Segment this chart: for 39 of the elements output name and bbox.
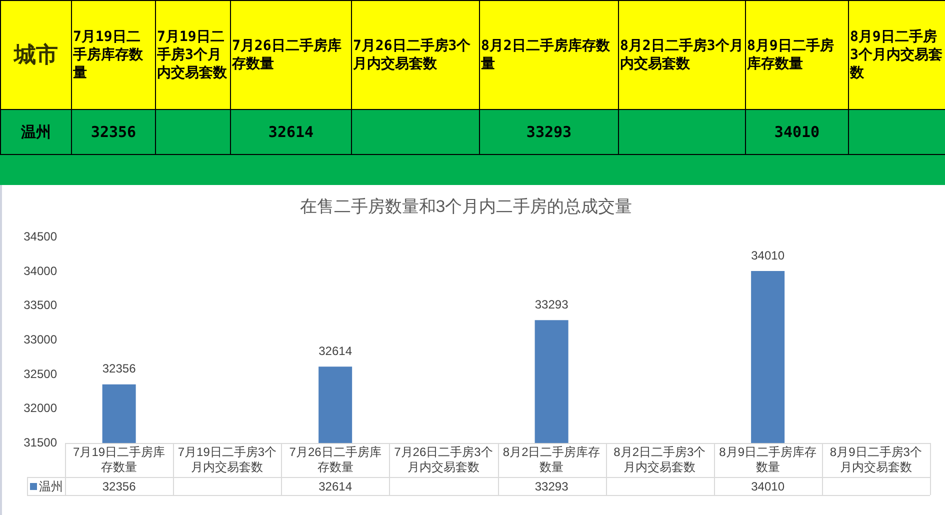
legend-label: 温州 [39,479,63,494]
category-label: 7月26日二手房库存数量 [230,0,352,110]
y-tick-label: 33500 [24,298,58,312]
x-tick-label: 8月2日二手房库存数量 [502,444,600,474]
x-tick-label: 7月26日二手房库存数量 [289,444,382,474]
annotation: 34010 [751,248,785,262]
series-label: 温州 [0,110,72,154]
y-tick-label: 34500 [24,230,58,244]
data-label: 32356 [72,110,156,154]
category-label: 8月2日二手房库存数量 [480,0,618,110]
category-label: 8月9日二手房3个月内交易套数 [848,0,945,110]
annotation: 32356 [102,362,136,376]
category-label: 8月2日二手房3个月内交易套数 [618,0,746,110]
data-label: 33293 [534,479,569,494]
x-tick-label: 8月9日二手房3个月内交易套数 [830,444,922,474]
data-label: 33293 [480,110,618,154]
x-tick-label: 8月9日二手房库存数量 [719,444,816,474]
legend-title: 城市 [0,0,72,110]
annotation: 33293 [534,297,569,312]
data-label: 32356 [102,479,136,494]
y-tick-label: 31500 [24,435,58,450]
category-label: 8月9日二手房库存数量 [746,0,848,110]
category-label: 7月26日二手房3个月内交易套数 [352,0,480,110]
data-label: 32614 [230,110,352,154]
y-tick-label: 34000 [24,264,58,278]
x-tick-label: 7月19日二手房3个月内交易套数 [178,444,277,474]
y-tick-label: 32000 [24,401,58,416]
x-tick-label: 8月2日二手房3个月内交易套数 [614,444,706,474]
x-tick-label: 7月19日二手房库存数量 [73,444,166,474]
y-tick-label: 32500 [24,366,58,381]
category-label: 7月19日二手房3个月内交易套数 [156,0,230,110]
chart-title: 在售二手房数量和3个月内二手房的总成交量 [300,196,632,216]
data-label: 32614 [318,479,352,494]
category-label: 7月19日二手房库存数量 [72,0,156,110]
y-tick-label: 33000 [24,332,58,347]
annotation: 32614 [318,344,352,358]
x-tick-label: 7月26日二手房3个月内交易套数 [394,444,493,474]
data-label: 34010 [746,110,848,154]
data-label: 34010 [751,479,785,494]
